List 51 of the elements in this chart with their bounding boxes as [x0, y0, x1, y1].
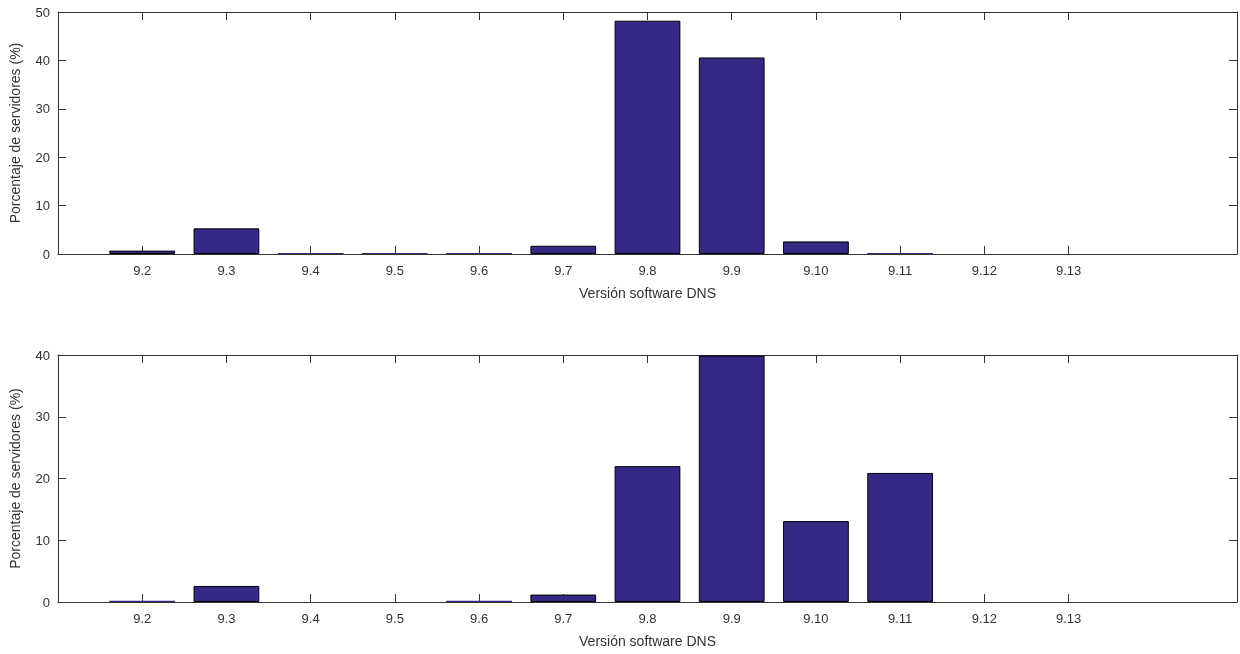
- x-tick-label: 9.5: [385, 611, 404, 626]
- x-tick-label: 9.8: [638, 611, 657, 626]
- x-tick-label: 9.2: [133, 611, 152, 626]
- bar: [530, 245, 597, 254]
- x-tick-label: 9.10: [803, 611, 829, 626]
- bar: [783, 241, 849, 254]
- bar: [614, 466, 681, 602]
- bar: [614, 20, 681, 254]
- y-tick-label: 20: [35, 149, 50, 165]
- bar: [698, 355, 765, 602]
- x-tick-label: 9.10: [803, 263, 829, 278]
- y-tick-label: 40: [35, 347, 50, 363]
- x-tick-label: 9.5: [385, 263, 404, 278]
- bar: [867, 472, 934, 602]
- x-tick-label: 9.11: [887, 611, 913, 626]
- bar: [109, 250, 176, 254]
- x-tick-label: 9.6: [470, 263, 489, 278]
- x-tick-label: 9.4: [301, 263, 320, 278]
- bar: [193, 585, 260, 602]
- y-tick-label: 0: [42, 246, 50, 262]
- x-tick-label: 9.13: [1055, 611, 1082, 626]
- x-tick-label: 9.12: [971, 611, 998, 626]
- y-tick-label: 30: [35, 409, 50, 425]
- x-tick-label: 9.9: [722, 611, 741, 626]
- x-tick-label: 9.2: [133, 263, 152, 278]
- bar: [783, 521, 849, 602]
- y-tick-label: 50: [35, 4, 50, 20]
- y-axis-title: Porcentaje de servidores (%): [7, 42, 23, 224]
- x-tick-label: 9.7: [554, 263, 573, 278]
- x-tick-label: 9.13: [1055, 263, 1082, 278]
- x-axis-title: Versión software DNS: [579, 633, 716, 649]
- x-tick-label: 9.11: [887, 263, 913, 278]
- y-tick-label: 30: [35, 101, 50, 117]
- x-tick-label: 9.9: [722, 263, 741, 278]
- y-tick-label: 10: [35, 532, 50, 548]
- x-tick-label: 9.12: [971, 263, 998, 278]
- y-tick-label: 40: [35, 52, 50, 68]
- y-axis-title: Porcentaje de servidores (%): [7, 388, 23, 569]
- x-tick-label: 9.3: [217, 263, 236, 278]
- y-tick-label: 0: [42, 594, 50, 610]
- x-tick-label: 9.7: [554, 611, 573, 626]
- bar: [698, 57, 765, 254]
- y-tick-label: 10: [35, 198, 50, 214]
- x-tick-label: 9.4: [301, 611, 320, 626]
- bar: [530, 594, 597, 602]
- x-tick-label: 9.8: [638, 263, 657, 278]
- x-tick-label: 9.6: [470, 611, 489, 626]
- x-axis-title: Versión software DNS: [579, 285, 716, 301]
- x-tick-label: 9.3: [217, 611, 236, 626]
- y-tick-label: 20: [35, 471, 50, 486]
- bar: [193, 228, 260, 254]
